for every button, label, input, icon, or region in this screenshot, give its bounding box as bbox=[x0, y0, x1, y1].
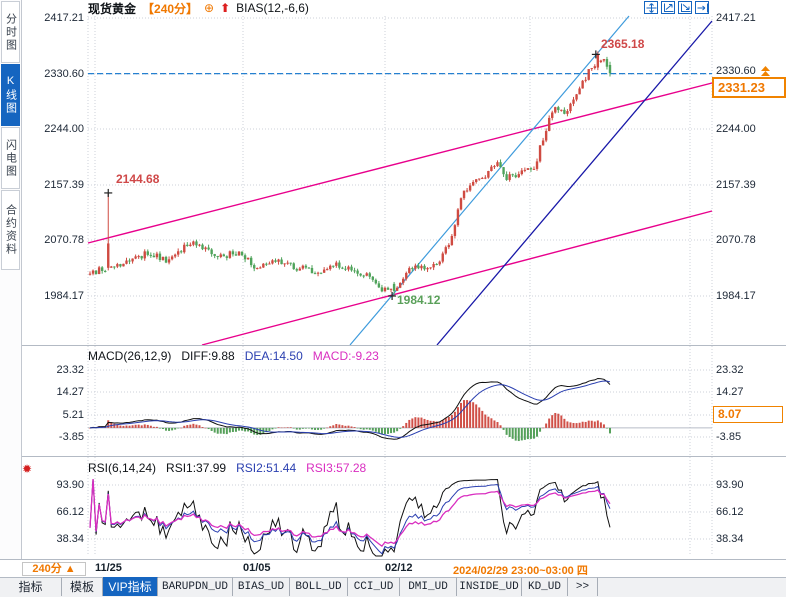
tab-cci-ud[interactable]: CCI_UD bbox=[348, 577, 400, 596]
sidebar-item-contract-info[interactable]: 合约资料 bbox=[1, 190, 20, 270]
macd-current-badge: 8.07 bbox=[713, 406, 783, 423]
rsi-axis-label: 93.90 bbox=[56, 479, 84, 491]
pan-right-icon bbox=[697, 3, 708, 12]
highlighted-date-label: 2024/02/29 23:00~03:00 四 bbox=[453, 565, 588, 577]
macd-header: MACD(26,12,9) DIFF:9.88 DEA:14.50 MACD:-… bbox=[88, 349, 379, 363]
y-axis-label: 2417.21 bbox=[44, 12, 84, 24]
macd-axis-label: 14.27 bbox=[56, 386, 84, 398]
macd-axis-label: 5.21 bbox=[62, 409, 84, 421]
y-axis-label: 2244.00 bbox=[716, 123, 756, 135]
scale-y-button[interactable] bbox=[678, 1, 692, 14]
indicator-tab-bar: 指标 模板 VIP指标 BARUPDN_UD BIAS_UD BOLL_UD C… bbox=[0, 577, 786, 597]
period-label[interactable]: 【240分】 bbox=[142, 1, 199, 16]
scale-x-button[interactable] bbox=[661, 1, 675, 14]
tab-vip-indicators[interactable]: VIP指标 bbox=[103, 577, 158, 596]
panel-divider bbox=[21, 345, 786, 346]
rsi-title: RSI(6,14,24) bbox=[88, 461, 157, 475]
rsi2-value: RSI2:51.44 bbox=[236, 461, 297, 475]
chart-toolbar bbox=[644, 1, 709, 14]
macd-diff-value: DIFF:9.88 bbox=[181, 349, 235, 363]
rsi-axis-label: 66.12 bbox=[56, 506, 84, 518]
tab-kd-ud[interactable]: KD_UD bbox=[522, 577, 568, 596]
double-up-arrow-icon bbox=[760, 65, 770, 76]
pan-right-button[interactable] bbox=[695, 1, 709, 14]
tab-barupdn-ud[interactable]: BARUPDN_UD bbox=[158, 577, 233, 596]
annotation-peak-high: 2365.18 bbox=[601, 37, 645, 51]
sidebar-item-flash-chart[interactable]: 闪电图 bbox=[1, 127, 20, 189]
tab-templates[interactable]: 模板 bbox=[62, 577, 103, 596]
y-axis-label: 2157.39 bbox=[44, 179, 84, 191]
up-arrow-icon: ⬆ bbox=[220, 1, 231, 15]
tab-boll-ud[interactable]: BOLL_UD bbox=[290, 577, 348, 596]
date-label: 11/25 bbox=[95, 562, 122, 574]
tab-bias-ud[interactable]: BIAS_UD bbox=[233, 577, 290, 596]
sidebar-item-kline-chart[interactable]: K线图 bbox=[1, 64, 20, 126]
y-axis-label: 2330.60 bbox=[716, 65, 756, 77]
macd-dea-value: DEA:14.50 bbox=[244, 349, 303, 363]
y-axis-label: 2330.60 bbox=[44, 68, 84, 80]
chart-header: 现货黄金 【240分】 ⊕ ⬆ BIAS(12,-6,6) bbox=[88, 0, 309, 16]
y-axis-label: 2417.21 bbox=[716, 12, 756, 24]
current-price-badge: 2331.23 bbox=[712, 77, 786, 98]
date-label: 01/05 bbox=[243, 562, 271, 574]
tab-bar-filler bbox=[598, 577, 786, 596]
date-label: 02/12 bbox=[385, 562, 413, 574]
symbol-title: 现货黄金 bbox=[88, 1, 137, 16]
annotation-spike-high: 2144.68 bbox=[116, 172, 160, 186]
y-axis-label: 2070.78 bbox=[716, 234, 756, 246]
macd-axis-label: -3.85 bbox=[58, 431, 84, 443]
tab-dmi-ud[interactable]: DMI_UD bbox=[400, 577, 457, 596]
macd-title: MACD(26,12,9) bbox=[88, 349, 172, 363]
rsi3-value: RSI3:57.28 bbox=[306, 461, 367, 475]
rsi-axis-label: 66.12 bbox=[716, 506, 744, 518]
rsi-axis-label: 38.34 bbox=[56, 533, 84, 545]
tab-inside-ud[interactable]: INSIDE_UD bbox=[457, 577, 522, 596]
overlay-indicator-label: BIAS(12,-6,6) bbox=[236, 1, 309, 15]
rsi-axis-label: 38.34 bbox=[716, 533, 744, 545]
panel-divider bbox=[21, 456, 786, 457]
macd-axis-label: 14.27 bbox=[716, 386, 744, 398]
period-button[interactable]: 240分 ▲ bbox=[22, 562, 86, 576]
move-tool-button[interactable] bbox=[644, 1, 658, 14]
macd-value: MACD:-9.23 bbox=[312, 349, 379, 363]
macd-axis-label: 23.32 bbox=[56, 364, 84, 376]
y-axis-label: 2244.00 bbox=[44, 123, 84, 135]
annotation-swing-low: 1984.12 bbox=[397, 293, 441, 307]
rsi-header: RSI(6,14,24) RSI1:37.99 RSI2:51.44 RSI3:… bbox=[88, 461, 366, 475]
rsi-axis-label: 93.90 bbox=[716, 479, 744, 491]
time-axis-row: 240分 ▲ 11/25 01/05 02/12 2024/02/29 23:0… bbox=[0, 559, 786, 578]
scale-x-icon bbox=[663, 3, 673, 12]
y-axis-label: 1984.17 bbox=[44, 290, 84, 302]
scale-y-icon bbox=[680, 3, 690, 12]
tab-indicators[interactable]: 指标 bbox=[0, 577, 62, 596]
y-axis-label: 1984.17 bbox=[716, 290, 756, 302]
add-indicator-icon[interactable]: ⊕ bbox=[204, 1, 215, 15]
macd-axis-label: -3.85 bbox=[716, 431, 742, 443]
sidebar-item-time-chart[interactable]: 分时图 bbox=[1, 1, 20, 63]
flash-icon[interactable]: ✹ bbox=[22, 462, 33, 476]
rsi1-value: RSI1:37.99 bbox=[166, 461, 227, 475]
tab-more[interactable]: >> bbox=[568, 577, 598, 596]
macd-axis-label: 23.32 bbox=[716, 364, 744, 376]
y-axis-label: 2157.39 bbox=[716, 179, 756, 191]
chart-type-sidebar: 分时图 K线图 闪电图 合约资料 bbox=[0, 0, 22, 597]
y-axis-label: 2070.78 bbox=[44, 234, 84, 246]
move-tool-icon bbox=[646, 2, 656, 13]
